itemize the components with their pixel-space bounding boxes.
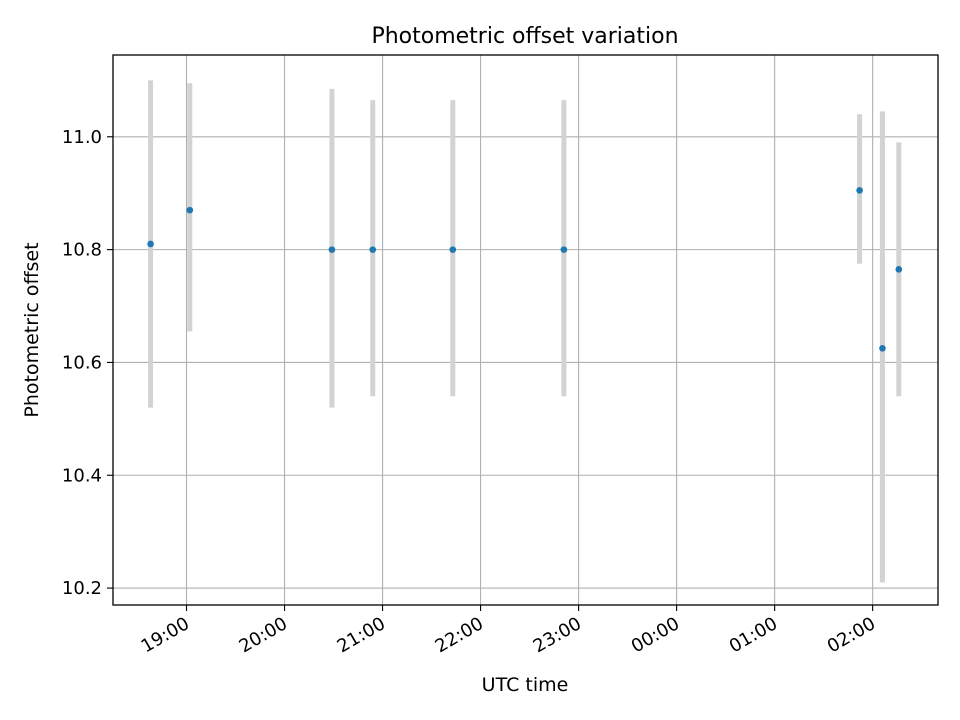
data-point — [186, 206, 194, 214]
data-point — [328, 246, 336, 253]
plot-frame — [112, 54, 939, 606]
data-point — [895, 266, 903, 273]
y-tick-label: 11.0 — [62, 127, 102, 148]
data-points — [147, 187, 903, 352]
data-point — [856, 187, 863, 194]
y-tick-label: 10.8 — [62, 240, 102, 261]
y-tick-label: 10.6 — [62, 352, 102, 373]
data-point — [449, 246, 457, 253]
data-point — [369, 246, 377, 253]
y-tick-label: 10.4 — [62, 465, 102, 486]
grid — [113, 55, 938, 605]
x-axis-title: UTC time — [482, 674, 569, 696]
data-point — [879, 345, 886, 352]
data-point — [560, 246, 568, 253]
chart-title: Photometric offset variation — [371, 24, 678, 49]
y-axis-title: Photometric offset — [21, 242, 43, 417]
y-axis: 10.2 10.4 10.6 10.8 11.0 — [62, 127, 113, 599]
data-point — [147, 240, 154, 248]
y-tick-label: 10.2 — [62, 578, 102, 599]
